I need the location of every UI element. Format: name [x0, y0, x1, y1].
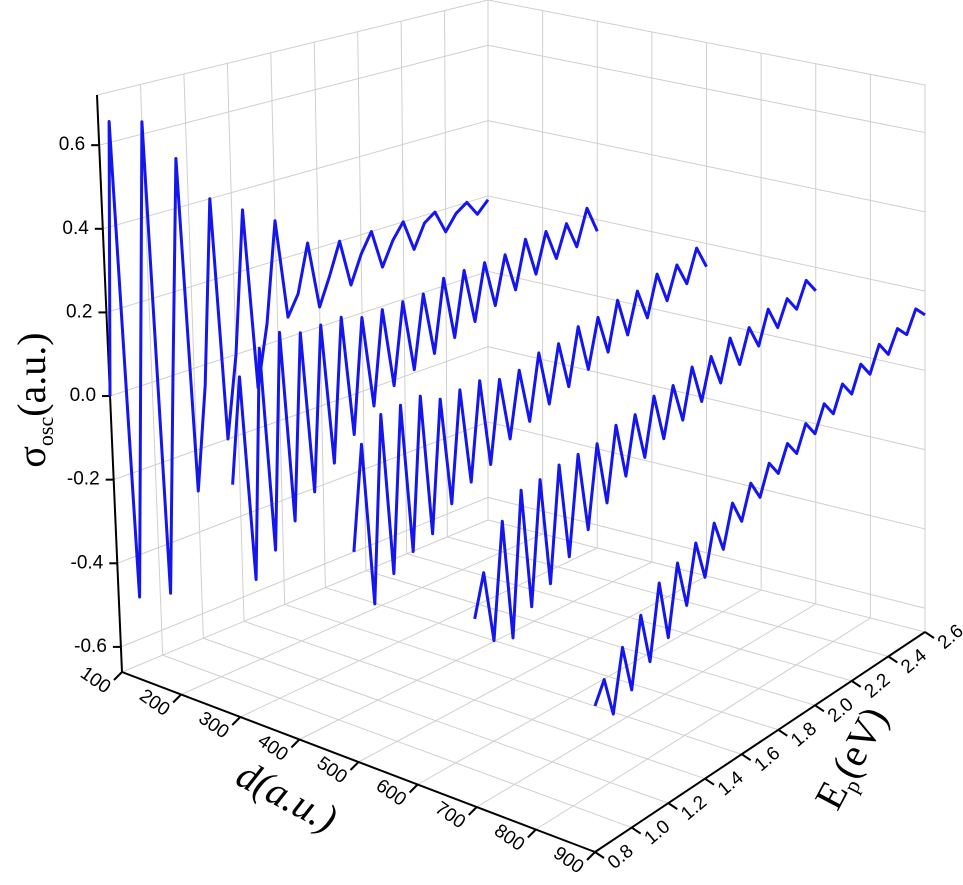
z-tick-label: -0.2 [67, 469, 100, 490]
z-axis-unit: (a.u.) [9, 332, 54, 416]
x-tick [349, 761, 360, 771]
y-axis [594, 631, 926, 853]
grid-line [121, 519, 489, 673]
x-tick [290, 738, 301, 749]
grid-line [99, 44, 489, 146]
y-tick [851, 680, 862, 688]
x-tick [468, 806, 478, 816]
z-tick-label: 0.0 [70, 385, 96, 406]
z-tick-label: -0.4 [71, 552, 104, 573]
grid-line [325, 587, 779, 731]
z-axis-sub: osc [33, 417, 58, 447]
y-tick-label: 0.8 [604, 841, 638, 874]
x-tick [172, 693, 182, 704]
x-tick-label: 500 [313, 753, 351, 788]
grid-line [487, 496, 926, 609]
y-tick-label: 1.0 [641, 816, 675, 849]
grid-line [113, 346, 489, 481]
curve [231, 206, 599, 581]
grid-line [183, 73, 204, 639]
grid-line [284, 603, 742, 755]
grid-line [243, 620, 706, 780]
grid-line [365, 570, 816, 706]
z-tick-label: 0.6 [59, 134, 85, 155]
x-tick-label: 100 [76, 663, 114, 698]
y-tick-label: 1.4 [714, 767, 748, 800]
x-tick-label: 600 [372, 775, 410, 810]
grid-line [240, 547, 598, 718]
x-tick-label: 900 [549, 843, 587, 878]
z-axis-title: σosc(a.u.) [9, 332, 58, 467]
box-edge [487, 0, 926, 86]
x-tick-label: 200 [135, 685, 173, 720]
grid-line [102, 120, 489, 230]
grid-line [417, 589, 762, 785]
y-tick-label: 1.2 [677, 792, 711, 825]
x-tick-label: 300 [195, 708, 233, 743]
grid-line [299, 561, 653, 740]
z-tick-label: -0.6 [74, 636, 107, 657]
y-tick [704, 777, 715, 786]
curve [593, 307, 926, 716]
z-tick-label: 0.2 [66, 301, 92, 322]
y-tick-label: 2.6 [934, 621, 963, 654]
y-tick-label: 2.2 [861, 669, 895, 702]
x-tick [408, 783, 419, 794]
y-tick [631, 826, 642, 835]
grid-line [487, 270, 926, 371]
y-tick [924, 631, 935, 639]
y-tick-label: 1.6 [751, 743, 785, 776]
x-tick-label: 700 [431, 798, 469, 833]
grid-line [487, 195, 926, 292]
curve [473, 278, 817, 643]
y-axis-title: Ep(eV) [806, 699, 900, 818]
y-tick-label: 1.8 [787, 718, 821, 751]
y-tick [814, 704, 825, 713]
z-axis-symbol: σ [9, 446, 54, 468]
grid-line [487, 346, 926, 451]
grid-line [487, 44, 926, 134]
x-tick [527, 828, 537, 839]
x-tick-label: 800 [490, 820, 528, 855]
y-tick [777, 728, 788, 737]
box-edge [96, 0, 489, 96]
grid-line [487, 120, 926, 213]
curve [107, 120, 490, 599]
grid-line [162, 654, 632, 829]
grid-line [203, 637, 669, 804]
x-tick [586, 851, 596, 861]
curve [352, 246, 708, 606]
y-tick-label: 2.4 [897, 645, 931, 678]
grid-line [487, 421, 926, 530]
y-tick [594, 851, 605, 859]
x-tick [231, 716, 241, 726]
y-tick [667, 802, 678, 810]
x-tick [113, 671, 123, 681]
grid-line [358, 575, 707, 763]
grid-line [180, 533, 543, 695]
grid-line [120, 496, 489, 648]
y-tick [741, 753, 752, 762]
grid-line [535, 617, 871, 830]
z-tick-label: 0.4 [62, 218, 89, 239]
grid-line [447, 536, 889, 657]
grid-line [406, 553, 852, 682]
grid-line [270, 52, 286, 605]
grid-line [476, 603, 817, 808]
grid-line [106, 195, 489, 313]
y-tick [887, 655, 898, 664]
grid-line [313, 42, 326, 588]
